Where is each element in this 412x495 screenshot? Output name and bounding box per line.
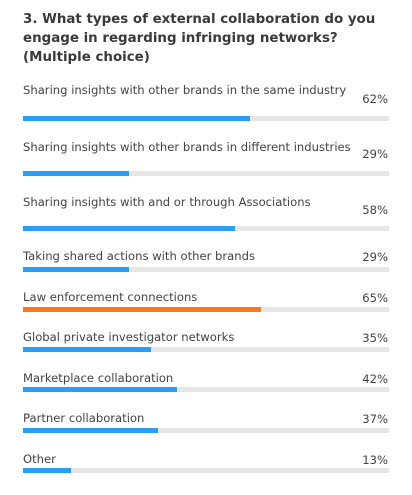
bar-fill <box>23 307 261 312</box>
option-label: Sharing insights with and or through Ass… <box>23 195 311 209</box>
bar-fill <box>23 387 177 392</box>
option-label: Global private investigator networks <box>23 330 235 344</box>
option-percentage: 58% <box>362 203 388 217</box>
option-label: Sharing insights with other brands in di… <box>23 140 351 154</box>
option-percentage: 65% <box>362 291 388 305</box>
question-title: 3. What types of external collaboration … <box>23 12 376 65</box>
option-percentage: 29% <box>362 147 388 161</box>
option-label: Marketplace collaboration <box>23 371 174 385</box>
bar-fill <box>23 171 129 176</box>
option-label: Sharing insights with other brands in th… <box>23 83 347 97</box>
option-percentage: 13% <box>362 453 388 467</box>
bar-track <box>23 347 389 352</box>
bar-fill <box>23 428 158 433</box>
option-label: Other <box>23 452 56 466</box>
bar-fill <box>23 116 250 121</box>
option-percentage: 62% <box>362 92 388 106</box>
option-percentage: 35% <box>362 331 388 345</box>
bar-fill <box>23 468 71 473</box>
bar-fill <box>23 267 129 272</box>
bar-track <box>23 428 389 433</box>
bar-track <box>23 116 389 121</box>
option-label: Taking shared actions with other brands <box>23 249 256 263</box>
option-percentage: 29% <box>362 250 388 264</box>
option-label: Partner collaboration <box>23 411 145 425</box>
bar-track <box>23 468 389 473</box>
bar-track <box>23 307 389 312</box>
bar-track <box>23 226 389 231</box>
bar-track <box>23 387 389 392</box>
option-percentage: 37% <box>362 412 388 426</box>
option-percentage: 42% <box>362 372 388 386</box>
bar-fill <box>23 226 235 231</box>
bar-fill <box>23 347 151 352</box>
bar-track <box>23 171 389 176</box>
option-label: Law enforcement connections <box>23 290 198 304</box>
bar-track <box>23 267 389 272</box>
